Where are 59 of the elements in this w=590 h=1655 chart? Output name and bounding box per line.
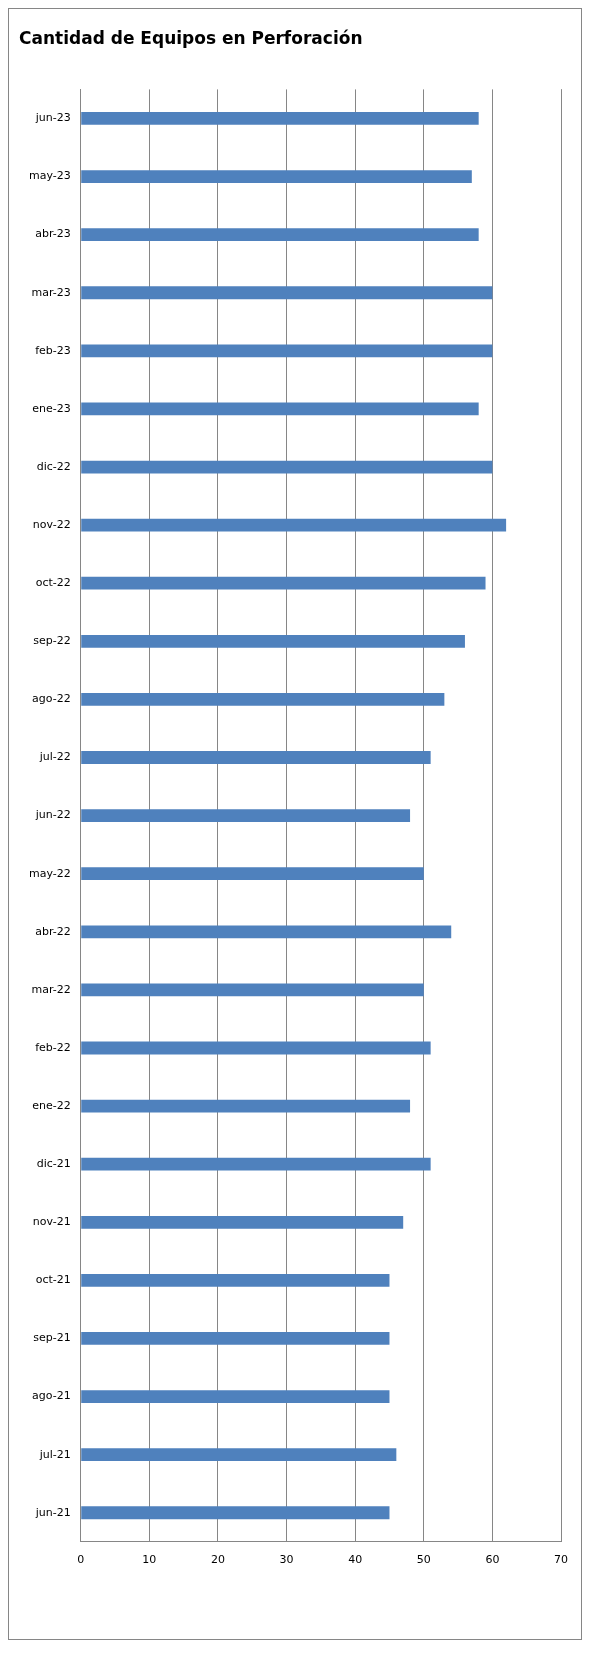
bar bbox=[81, 1273, 390, 1287]
bar bbox=[81, 925, 452, 939]
bar bbox=[81, 1332, 390, 1345]
y-tick-label: oct-22 bbox=[35, 576, 71, 590]
y-tick-label: nov-22 bbox=[32, 517, 71, 531]
x-tick-label: 40 bbox=[348, 1553, 363, 1567]
bar bbox=[81, 460, 493, 474]
y-tick-label: nov-21 bbox=[32, 1215, 71, 1229]
y-tick-label: ene-23 bbox=[32, 401, 71, 415]
bar bbox=[81, 1215, 404, 1229]
bar bbox=[81, 751, 431, 764]
x-tick-label: 60 bbox=[485, 1553, 500, 1567]
bar bbox=[81, 1506, 390, 1520]
chart-title: Cantidad de Equipos en Perforación bbox=[19, 27, 363, 48]
bar bbox=[81, 983, 424, 997]
x-tick-label: 30 bbox=[279, 1553, 294, 1567]
y-tick-label: may-22 bbox=[28, 866, 71, 880]
y-tick-label: may-23 bbox=[28, 169, 71, 183]
x-tick-label: 50 bbox=[416, 1553, 431, 1567]
y-tick-label: jul-22 bbox=[38, 750, 71, 764]
y-tick-label: feb-23 bbox=[35, 343, 71, 357]
y-tick-label: mar-22 bbox=[31, 982, 71, 996]
y-tick-label: abr-22 bbox=[35, 924, 71, 938]
x-tick-label: 70 bbox=[554, 1553, 568, 1567]
bar bbox=[81, 170, 472, 183]
bar bbox=[81, 867, 424, 881]
bar bbox=[81, 518, 507, 532]
bar bbox=[81, 344, 493, 358]
y-tick-label: sep-21 bbox=[33, 1331, 71, 1345]
bar bbox=[81, 112, 479, 125]
bar bbox=[81, 228, 479, 242]
y-tick-label: ago-22 bbox=[32, 692, 71, 706]
y-tick-label: jul-21 bbox=[38, 1447, 71, 1461]
bar bbox=[81, 1099, 411, 1113]
x-tick-label: 20 bbox=[210, 1553, 225, 1567]
y-tick-label: ene-22 bbox=[32, 1098, 71, 1112]
y-tick-label: oct-21 bbox=[35, 1273, 71, 1287]
bar bbox=[81, 402, 479, 416]
bar bbox=[81, 809, 411, 822]
bar bbox=[81, 1157, 431, 1171]
y-tick-label: dic-21 bbox=[36, 1157, 71, 1171]
y-tick-label: jun-21 bbox=[34, 1505, 71, 1519]
bar bbox=[81, 1041, 431, 1055]
y-tick-label: dic-22 bbox=[36, 459, 71, 473]
y-tick-label: ago-21 bbox=[32, 1389, 71, 1403]
y-tick-label: mar-23 bbox=[31, 285, 71, 299]
bar bbox=[81, 286, 493, 300]
x-tick-label: 0 bbox=[77, 1553, 85, 1567]
bar bbox=[81, 1390, 390, 1403]
y-tick-label: abr-23 bbox=[35, 227, 71, 241]
bar bbox=[81, 1448, 397, 1462]
bar bbox=[81, 693, 445, 706]
x-tick-label: 10 bbox=[142, 1553, 157, 1567]
y-tick-label: feb-22 bbox=[35, 1040, 71, 1054]
y-tick-label: jun-23 bbox=[34, 111, 71, 125]
bar bbox=[81, 576, 486, 590]
bar bbox=[81, 634, 465, 648]
y-tick-label: sep-22 bbox=[33, 634, 71, 648]
y-tick-label: jun-22 bbox=[34, 808, 71, 822]
